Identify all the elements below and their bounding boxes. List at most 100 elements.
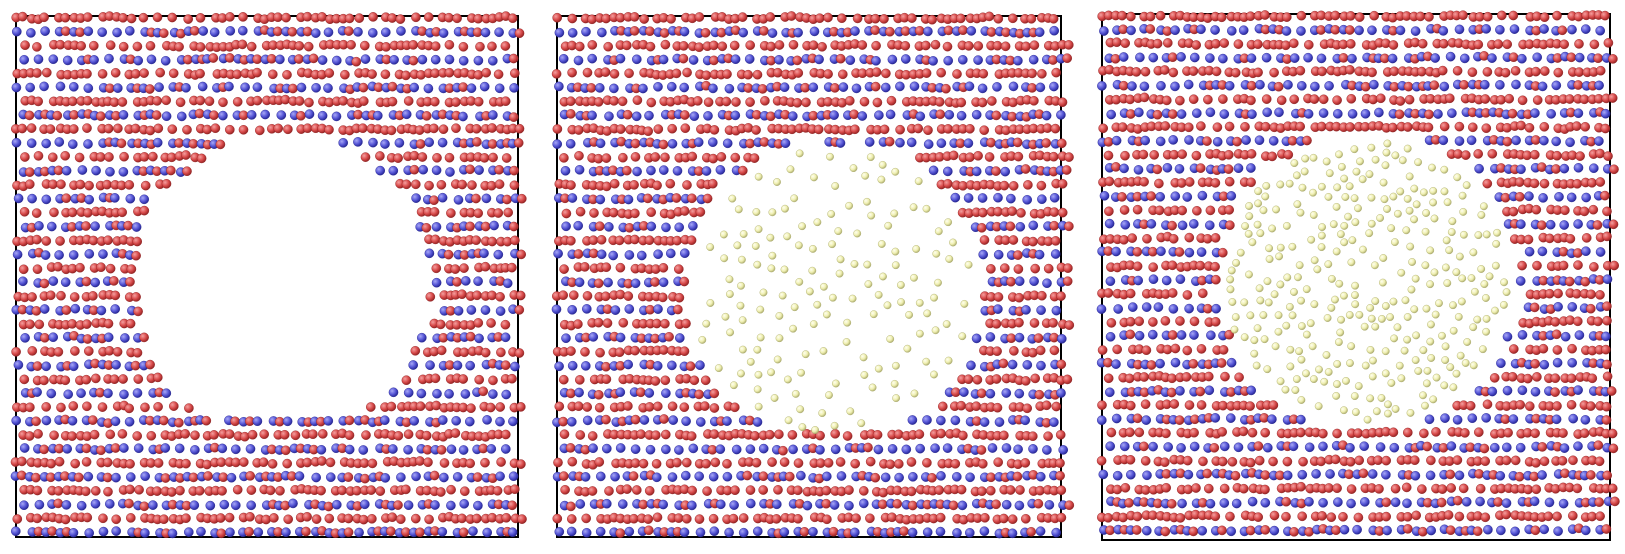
atom-b <box>681 470 691 481</box>
atom-b <box>1105 441 1115 452</box>
atom-a <box>1529 471 1540 482</box>
atom-a <box>1062 53 1073 64</box>
atom-a <box>793 513 803 524</box>
guest-atom <box>1492 239 1501 248</box>
atom-a <box>1296 481 1306 492</box>
atom-a <box>1422 441 1433 452</box>
atom-a <box>81 374 92 385</box>
atom-a <box>1195 260 1206 271</box>
guest-atom <box>842 338 851 346</box>
guest-atom <box>726 328 735 337</box>
atom-b <box>1184 247 1195 258</box>
atom-b <box>1001 388 1012 398</box>
atom-a <box>1223 164 1234 174</box>
atom-a <box>478 386 489 397</box>
atom-a <box>709 429 720 439</box>
atom-a <box>509 165 519 176</box>
guest-atom <box>1358 175 1367 184</box>
atom-a <box>1034 389 1045 400</box>
atom-b <box>871 56 881 66</box>
guest-atom <box>891 247 900 256</box>
atom-b <box>508 416 518 427</box>
atom-a <box>1282 456 1293 467</box>
atom-b <box>310 28 321 38</box>
atom-b <box>907 527 918 538</box>
guest-atom <box>1482 230 1491 239</box>
atom-b <box>111 526 121 536</box>
atom-a <box>1587 177 1597 188</box>
atom-a <box>1118 80 1129 91</box>
atom-a <box>1354 12 1365 22</box>
guest-atom <box>1288 242 1297 251</box>
atom-a <box>1051 67 1062 78</box>
atom-a <box>1029 318 1040 328</box>
atom-a <box>1170 343 1181 354</box>
atom-a <box>1218 94 1228 104</box>
atom-b <box>479 248 489 259</box>
atom-b <box>688 221 698 231</box>
guest-atom <box>1324 192 1333 201</box>
atom-a <box>1444 93 1455 104</box>
atom-a <box>145 41 156 51</box>
atom-a <box>167 124 178 134</box>
guest-atom <box>1383 205 1391 213</box>
atom-a <box>39 332 50 343</box>
guest-atom <box>1335 150 1343 159</box>
atom-a <box>1338 53 1349 63</box>
atom-b <box>610 471 620 482</box>
guest-atom <box>1313 265 1322 274</box>
atom-b <box>225 527 235 538</box>
atom-a <box>1557 455 1568 466</box>
atom-a <box>687 485 697 496</box>
atom-b <box>567 304 578 315</box>
guest-atom <box>1290 159 1299 168</box>
atom-b <box>1559 220 1570 230</box>
guest-atom <box>1309 375 1318 383</box>
atom-a <box>559 374 569 385</box>
atom-b <box>11 82 22 93</box>
atom-a <box>844 485 854 495</box>
atom-b <box>1140 135 1151 146</box>
atom-a <box>1507 371 1518 382</box>
atom-b <box>895 137 905 148</box>
guest-atom <box>1245 212 1254 221</box>
atom-b <box>19 55 29 65</box>
atom-a <box>1268 400 1279 410</box>
atom-a <box>423 457 433 468</box>
atom-a <box>1602 371 1613 382</box>
atom-b <box>431 222 442 232</box>
atom-a <box>645 41 656 52</box>
atom-a <box>666 14 676 24</box>
atom-a <box>1167 498 1177 509</box>
atom-b <box>1268 136 1279 146</box>
guest-atom <box>1297 322 1306 330</box>
atom-b <box>1042 278 1052 289</box>
atom-b <box>708 471 719 482</box>
atom-a <box>458 374 469 384</box>
guest-atom <box>738 345 747 354</box>
atom-a <box>317 456 327 466</box>
atom-a <box>138 12 149 23</box>
atom-a <box>1539 122 1550 132</box>
atom-b <box>730 54 741 65</box>
atom-a <box>661 429 671 440</box>
atom-b <box>69 82 79 92</box>
atom-a <box>943 25 954 36</box>
atom-b <box>1601 331 1611 342</box>
atom-a <box>1508 52 1519 63</box>
atom-a <box>31 472 41 483</box>
guest-atom <box>1270 290 1279 299</box>
atom-b <box>54 137 65 147</box>
atom-b <box>560 165 571 176</box>
guest-atom <box>843 318 852 327</box>
atom-b <box>500 444 511 454</box>
atom-a <box>1338 511 1348 522</box>
atom-a <box>1482 67 1493 77</box>
atom-a <box>159 514 169 525</box>
atom-a <box>1607 93 1618 103</box>
atom-a <box>1103 357 1113 368</box>
atom-a <box>1055 429 1066 440</box>
atom-a <box>1159 65 1170 75</box>
atom-a <box>160 473 171 483</box>
atom-b <box>1559 443 1570 453</box>
